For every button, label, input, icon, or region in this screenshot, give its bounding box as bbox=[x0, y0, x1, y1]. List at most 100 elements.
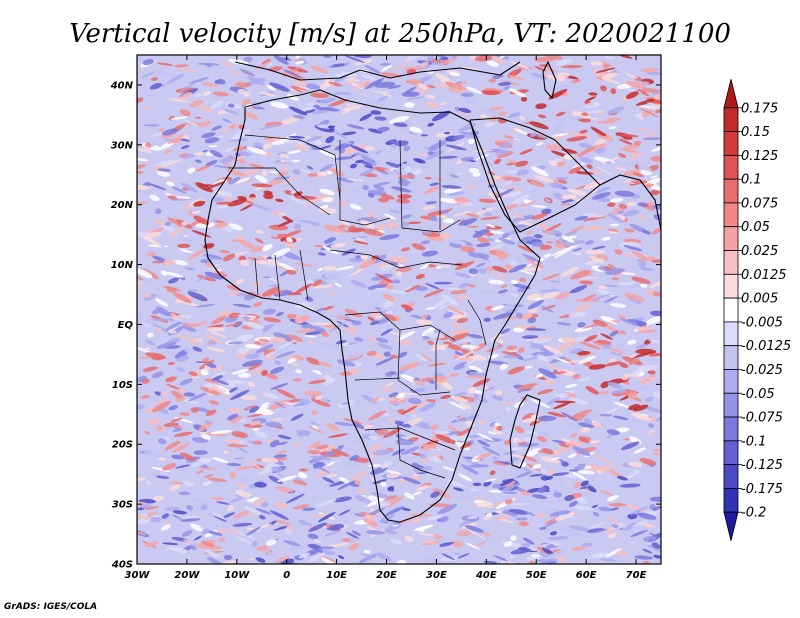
field-cell bbox=[240, 394, 258, 401]
field-cell bbox=[554, 400, 576, 404]
field-cell bbox=[144, 347, 151, 351]
field-cell bbox=[233, 510, 250, 519]
field-cell bbox=[362, 184, 369, 191]
field-cell bbox=[632, 370, 641, 376]
field-cell bbox=[515, 471, 533, 479]
field-cell bbox=[393, 122, 408, 128]
field-cell bbox=[410, 418, 422, 426]
field-cell bbox=[276, 475, 298, 482]
field-cell bbox=[328, 523, 345, 531]
field-cell bbox=[149, 194, 160, 201]
asia-coastline bbox=[599, 174, 661, 231]
field-cell bbox=[384, 372, 392, 377]
field-cell bbox=[237, 346, 251, 354]
field-cell bbox=[288, 398, 301, 403]
field-cell bbox=[238, 158, 246, 165]
field-cell bbox=[627, 392, 638, 399]
field-cell bbox=[137, 404, 145, 410]
field-cell bbox=[236, 82, 251, 88]
field-cell bbox=[370, 215, 377, 220]
field-cell bbox=[426, 55, 435, 62]
field-cell bbox=[460, 246, 476, 253]
field-cell bbox=[435, 398, 442, 404]
field-cell bbox=[621, 375, 630, 381]
field-cell bbox=[525, 230, 534, 236]
field-cell bbox=[374, 307, 382, 311]
field-cell bbox=[538, 114, 546, 119]
field-cell bbox=[328, 167, 345, 177]
field-cell bbox=[194, 304, 216, 308]
field-cell bbox=[415, 274, 425, 280]
field-cell bbox=[572, 446, 591, 457]
field-cell bbox=[617, 315, 627, 319]
field-cell bbox=[271, 466, 282, 473]
field-cell bbox=[299, 468, 308, 472]
field-cell bbox=[262, 243, 273, 252]
field-cell bbox=[169, 234, 178, 238]
field-cell bbox=[551, 472, 570, 476]
field-cell bbox=[175, 196, 191, 199]
field-cell bbox=[152, 495, 165, 501]
field-cell bbox=[230, 389, 250, 400]
field-cell bbox=[468, 354, 487, 361]
field-cell bbox=[519, 116, 526, 120]
field-cell bbox=[560, 266, 579, 277]
field-cell bbox=[188, 371, 198, 377]
field-cell bbox=[614, 167, 627, 171]
field-cell bbox=[322, 477, 335, 484]
field-cell bbox=[294, 60, 305, 65]
colorbar-swatch bbox=[723, 178, 739, 204]
field-cell bbox=[557, 179, 568, 184]
field-cell bbox=[409, 389, 417, 394]
field-cell bbox=[490, 247, 497, 251]
field-cell bbox=[288, 106, 308, 116]
field-cell bbox=[626, 339, 637, 345]
field-cell bbox=[404, 286, 413, 291]
field-cell bbox=[180, 249, 194, 254]
field-cell bbox=[441, 209, 449, 214]
field-cell bbox=[348, 258, 364, 263]
field-cell bbox=[542, 273, 561, 281]
field-cell bbox=[424, 332, 445, 339]
field-cell bbox=[569, 534, 582, 539]
field-cell bbox=[379, 513, 395, 523]
field-cell bbox=[646, 289, 654, 296]
field-cell bbox=[616, 524, 626, 530]
field-cell bbox=[440, 394, 452, 400]
field-cell bbox=[451, 339, 473, 345]
field-cell bbox=[282, 140, 297, 144]
field-cell bbox=[582, 323, 602, 329]
field-cell bbox=[552, 439, 566, 444]
field-cell bbox=[648, 352, 661, 357]
field-cell bbox=[476, 541, 487, 547]
field-cell bbox=[484, 121, 496, 128]
field-cell bbox=[529, 180, 544, 187]
field-cell bbox=[146, 94, 157, 97]
field-cell bbox=[249, 420, 261, 426]
field-cell bbox=[568, 311, 588, 318]
field-cell bbox=[522, 335, 539, 339]
field-cell bbox=[521, 253, 542, 264]
field-cell bbox=[240, 203, 255, 211]
field-cell bbox=[367, 283, 388, 290]
field-cell bbox=[430, 491, 440, 498]
field-cell bbox=[549, 286, 567, 292]
colorbar-label: 0.0125 bbox=[741, 268, 787, 283]
field-cell bbox=[409, 126, 423, 134]
field-cell bbox=[585, 110, 605, 114]
field-cell bbox=[298, 552, 311, 559]
field-cell bbox=[366, 530, 386, 535]
field-cell bbox=[592, 511, 600, 517]
field-cell bbox=[485, 232, 493, 237]
field-cell bbox=[546, 223, 563, 232]
field-cell bbox=[389, 144, 397, 148]
field-cell bbox=[309, 325, 327, 333]
field-cell bbox=[178, 68, 197, 72]
field-cell bbox=[525, 431, 543, 436]
field-cell bbox=[207, 181, 225, 189]
field-cell bbox=[430, 61, 444, 66]
field-cell bbox=[607, 106, 625, 115]
colorbar-label: 0.15 bbox=[741, 125, 770, 140]
field-cell bbox=[245, 353, 260, 359]
field-cell bbox=[239, 68, 256, 76]
